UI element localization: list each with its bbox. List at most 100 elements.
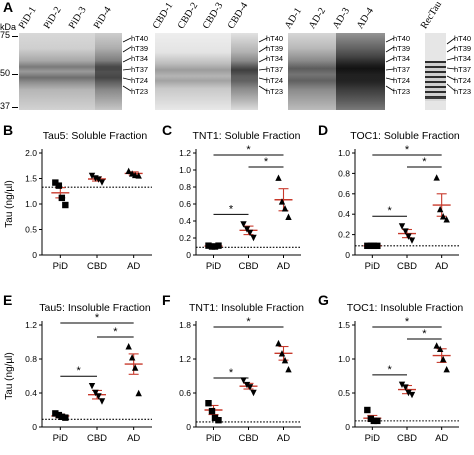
isoform-label: hT23 <box>266 87 284 96</box>
significance-star: * <box>405 144 410 156</box>
data-point <box>408 391 416 399</box>
data-point <box>370 242 378 250</box>
isoform-label: hT39 <box>266 44 284 53</box>
significance-star: * <box>264 156 269 168</box>
data-point <box>205 242 212 249</box>
isoform-label: hT34 <box>454 54 472 63</box>
blot-lane-dark <box>95 33 122 110</box>
blot-image-ad <box>288 33 385 110</box>
y-tick-label: 1.8 <box>179 320 191 330</box>
y-tick-label: 0.4 <box>338 209 350 219</box>
x-tick-label: CBD <box>397 261 417 272</box>
panel-letter-e: E <box>3 292 13 308</box>
panel-letter-f: F <box>162 292 171 308</box>
blot-image-rectau <box>425 33 446 110</box>
y-tick-label: 0 <box>186 250 191 260</box>
y-tick-label: 0 <box>32 250 37 260</box>
data-point <box>128 354 136 361</box>
significance-star: * <box>246 316 251 328</box>
isoform-label: hT37 <box>454 65 472 74</box>
data-point <box>364 406 371 414</box>
data-point <box>370 417 378 425</box>
x-tick-label: PiD <box>365 433 380 444</box>
data-point <box>95 393 102 400</box>
data-point <box>243 226 251 233</box>
isoform-label: hT24 <box>266 76 284 85</box>
data-point <box>374 417 381 425</box>
isoform-label: hT23 <box>131 87 149 96</box>
data-point <box>62 414 69 421</box>
isoform-label: hT39 <box>393 44 411 53</box>
x-tick-label: PiD <box>206 433 221 444</box>
mw-tick-75: 75 <box>0 30 11 40</box>
data-point <box>95 176 102 183</box>
y-axis-label: Tau (ng/µl) <box>4 180 15 227</box>
data-point <box>240 221 247 228</box>
x-tick-label: PiD <box>53 433 68 444</box>
chart-title: Tau5: Insoluble Fraction <box>39 302 151 314</box>
chart-panel-d: TOC1: Soluble Fraction 0 0.2 0.4 0.6 0.8 1.0 Pi… <box>338 130 460 272</box>
significance-star: * <box>405 316 410 328</box>
data-point <box>135 172 142 179</box>
data-point <box>208 407 216 415</box>
data-point <box>135 389 142 397</box>
data-point <box>402 384 409 391</box>
data-point <box>88 172 96 180</box>
isoform-label: hT34 <box>131 54 149 63</box>
significance-star: * <box>422 328 427 340</box>
isoform-brackets-pid <box>122 37 132 92</box>
x-tick-label: AD <box>435 261 448 272</box>
isoform-label: hT37 <box>266 65 284 74</box>
data-point <box>439 355 447 363</box>
data-point <box>398 223 406 230</box>
data-point <box>215 242 222 249</box>
y-tick-label: 1.0 <box>338 354 350 364</box>
isoform-label: hT40 <box>266 34 284 43</box>
chart-panel-c: TNT1: Soluble Fraction 0 0.2 0.4 0.6 0.8 1.0 1.… <box>179 130 301 272</box>
data-point <box>98 398 106 405</box>
x-tick-label: PiD <box>365 261 380 272</box>
data-point <box>405 389 412 397</box>
y-tick-label: 0.2 <box>338 230 350 240</box>
significance-star: * <box>113 326 118 338</box>
significance-star: * <box>246 144 251 156</box>
data-point <box>211 414 219 422</box>
isoform-brackets-ad <box>385 37 395 92</box>
y-tick-label: 0.8 <box>25 354 37 364</box>
chart-panel-b: Tau5: Soluble Fraction 0 0.5 1.0 1.5 2.0 PiD CB… <box>4 130 152 272</box>
panel-letter-d: D <box>318 122 329 138</box>
blot-bands <box>425 61 446 97</box>
data-point <box>433 174 440 181</box>
chart-title: Tau5: Soluble Fraction <box>43 130 148 142</box>
data-point <box>55 182 63 189</box>
significance-star: * <box>229 203 234 215</box>
mw-tick-50: 50 <box>0 68 11 78</box>
data-point <box>246 229 254 237</box>
y-tick-label: 0.4 <box>25 388 37 398</box>
isoform-label: hT24 <box>393 76 411 85</box>
y-tick-label: 0 <box>32 422 37 432</box>
significance-star: * <box>77 365 82 377</box>
data-point <box>436 345 444 352</box>
y-tick-label: 1.0 <box>25 199 37 209</box>
isoform-brackets-cbd <box>258 37 268 92</box>
data-point <box>211 243 219 250</box>
isoform-label: hT24 <box>454 76 472 85</box>
isoform-label: hT34 <box>393 54 411 63</box>
blot-image-pid <box>19 33 122 110</box>
chart-title: TOC1: Soluble Fraction <box>350 130 460 142</box>
x-tick-label: CBD <box>87 433 107 444</box>
isoform-label: hT40 <box>131 34 149 43</box>
mw-unit-label: kDa <box>0 22 17 32</box>
y-tick-label: 0.2 <box>179 233 191 243</box>
isoform-label: hT23 <box>454 87 472 96</box>
data-point <box>246 384 254 391</box>
mw-tick-37: 37 <box>0 101 11 111</box>
significance-star: * <box>388 364 393 376</box>
data-point <box>52 410 59 417</box>
chart-title: TNT1: Insoluble Fraction <box>189 302 304 314</box>
mw-tick-mark-37 <box>12 107 18 108</box>
y-tick-label: 0.6 <box>338 189 350 199</box>
isoform-label: hT40 <box>454 34 472 43</box>
